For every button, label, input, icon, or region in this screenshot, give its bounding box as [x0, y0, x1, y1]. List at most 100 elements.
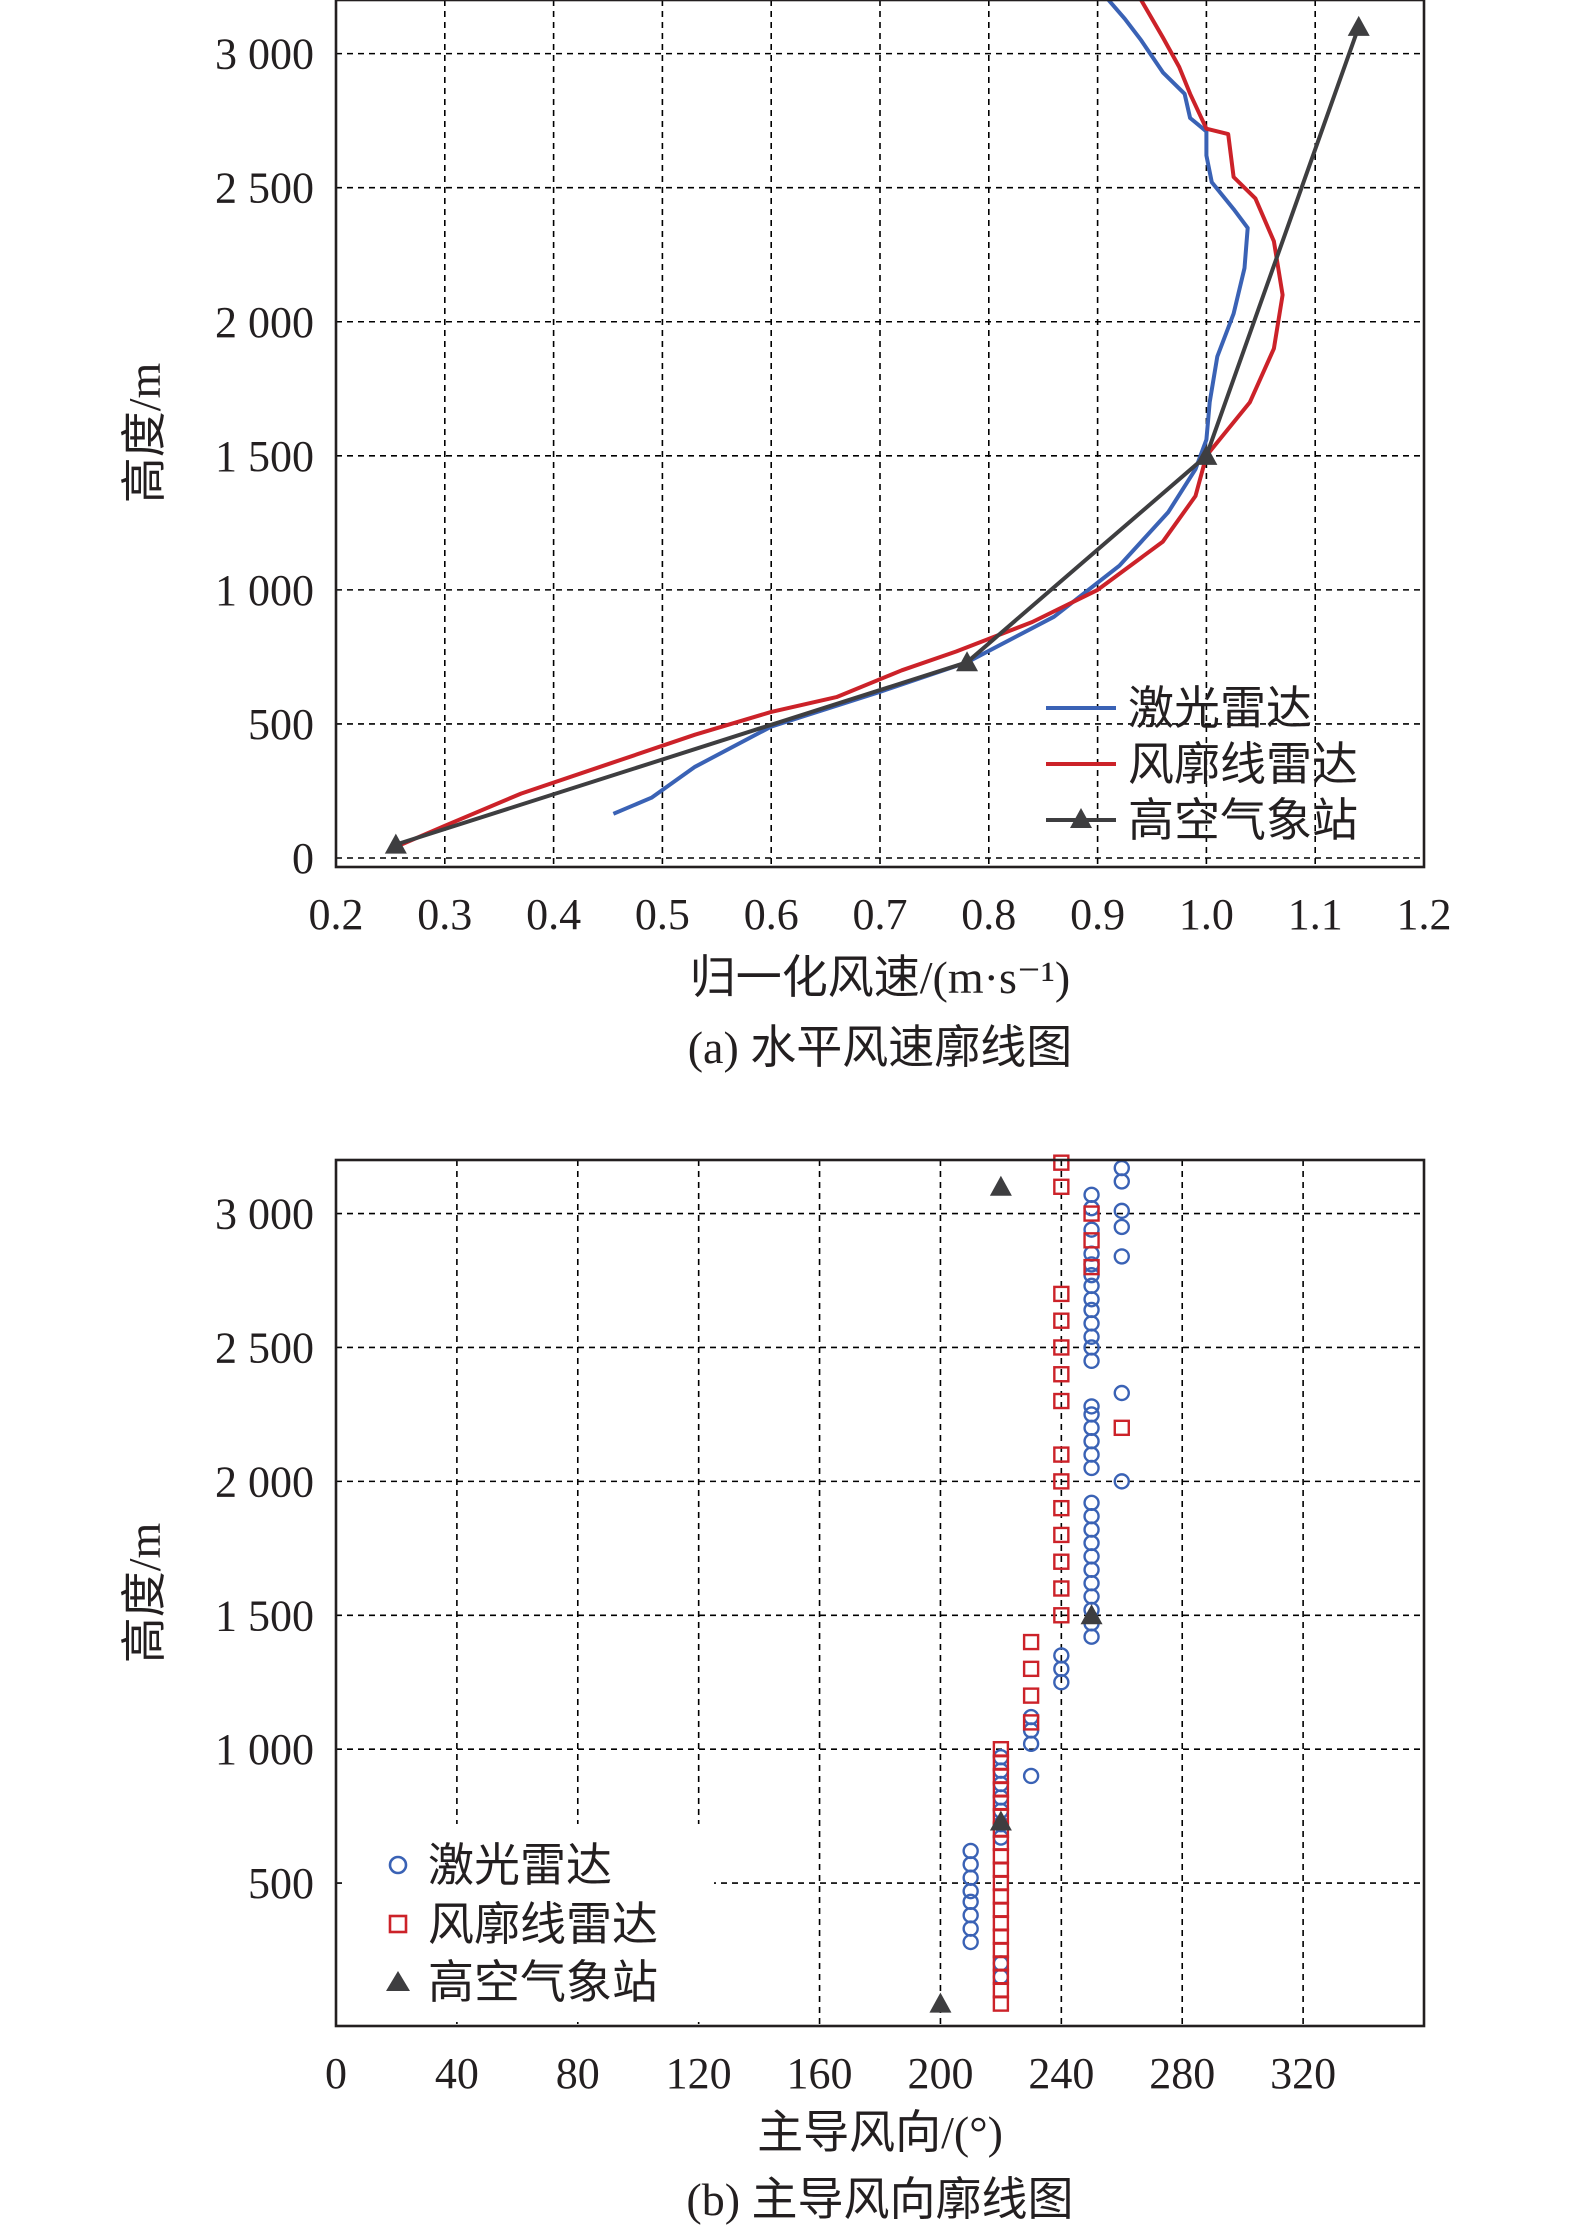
chart-a-y-axis-title: 高度/m [119, 363, 170, 504]
data-point-square [992, 1861, 1010, 1878]
data-point-circle [1113, 1159, 1130, 1177]
data-point-square [992, 1941, 1010, 1959]
data-point-circle [1113, 1384, 1130, 1402]
data-point-triangle [956, 651, 979, 672]
chart-b-x-axis-title: 主导风向/(°) [757, 2107, 1003, 2158]
x-tick-label: 240 [1028, 2049, 1094, 2098]
data-point-circle [1083, 1548, 1100, 1565]
legend-b-label-station: 高空气象站 [428, 1957, 658, 2008]
data-point-square [1022, 1660, 1040, 1678]
data-point-triangle [1195, 444, 1218, 465]
data-point-circle [1083, 1521, 1100, 1538]
data-point-circle [1113, 1218, 1130, 1236]
legend-b-square-marker [388, 1914, 408, 1934]
chart-b-caption: (b) 主导风向廓线图 [686, 2174, 1073, 2225]
data-point-square [1083, 1232, 1100, 1249]
data-point-triangle [1080, 1604, 1103, 1625]
x-tick-label: 0.2 [309, 890, 364, 939]
legend-a-label-station: 高空气象站 [1128, 795, 1358, 846]
x-tick-label: 40 [435, 2049, 479, 2098]
data-point-square [1053, 1553, 1070, 1570]
chart-a-plot-frame [334, 0, 1426, 869]
legend-a-label-lidar: 激光雷达 [1128, 683, 1312, 734]
data-point-square [1053, 1366, 1070, 1383]
chart-a-series-layer [384, 0, 1370, 854]
data-point-circle [1083, 1433, 1100, 1450]
x-tick-label: 320 [1270, 2049, 1336, 2098]
data-point-square [1113, 1419, 1130, 1437]
chart-b-y-ticks: 500 1 000 1 500 2 000 2 500 3 000 [215, 1190, 314, 1909]
series-line-1 [400, 0, 1285, 847]
data-point-circle [1083, 1446, 1100, 1463]
data-point-square [992, 1915, 1010, 1932]
x-tick-label: 0.8 [961, 890, 1016, 939]
chart-a-y-ticks: 0 500 1 000 1 500 2 000 2 500 3 000 [215, 30, 314, 883]
data-point-square [1053, 1499, 1070, 1517]
legend-b-triangle-marker [386, 1971, 410, 1991]
data-point-triangle [1347, 15, 1370, 36]
data-point-circle [1083, 1574, 1100, 1592]
data-point-square [1053, 1446, 1070, 1463]
y-tick-label: 1 500 [215, 1591, 314, 1640]
data-point-circle [1083, 1315, 1100, 1332]
y-tick-label: 2 500 [215, 164, 314, 213]
data-point-circle [1113, 1473, 1130, 1490]
data-point-square [1053, 1312, 1070, 1329]
data-point-circle [1083, 1494, 1100, 1512]
chart-b-plot-frame [334, 1158, 1426, 2028]
data-point-square [1053, 1339, 1070, 1356]
data-point-square [1053, 1580, 1070, 1597]
chart-a-caption: (a) 水平风速廓线图 [688, 1022, 1073, 1073]
data-point-circle [1022, 1708, 1040, 1726]
chart-b-y-axis-title: 高度/m [119, 1523, 170, 1664]
y-tick-label: 1 000 [215, 1725, 314, 1774]
data-point-circle [992, 1968, 1010, 1986]
chart-a-x-ticks: 0.2 0.3 0.4 0.5 0.6 0.7 0.8 0.9 1.0 1.1 1.2 [309, 890, 1452, 939]
legend-b-label-lidar: 激光雷达 [428, 1840, 612, 1891]
data-point-square [1053, 1526, 1070, 1544]
chart-b-series-layer [929, 1154, 1130, 2013]
x-tick-label: 1.2 [1397, 890, 1452, 939]
x-tick-label: 0.5 [635, 890, 690, 939]
x-tick-label: 120 [666, 2049, 732, 2098]
data-point-circle [1083, 1628, 1100, 1645]
data-point-square [992, 1888, 1010, 1905]
y-tick-label: 1 500 [215, 432, 314, 481]
y-tick-label: 2 500 [215, 1323, 314, 1372]
x-tick-label: 80 [556, 2049, 600, 2098]
x-tick-label: 1.1 [1288, 890, 1343, 939]
data-point-square [992, 1928, 1010, 1945]
data-point-circle [1113, 1248, 1130, 1265]
y-tick-label: 3 000 [215, 1190, 314, 1239]
data-point-triangle [929, 1992, 952, 2013]
data-point-circle [962, 1933, 979, 1951]
x-tick-label: 160 [787, 2049, 853, 2098]
data-point-circle [1083, 1561, 1100, 1578]
y-tick-label: 500 [248, 1859, 314, 1908]
x-tick-label: 0.4 [526, 890, 581, 939]
data-point-circle [1083, 1352, 1100, 1370]
data-point-square [1053, 1178, 1070, 1195]
data-point-circle [992, 1955, 1010, 1972]
y-tick-label: 500 [248, 700, 314, 749]
data-point-circle [1083, 1301, 1100, 1319]
data-point-triangle [989, 1175, 1012, 1196]
chart-a-grid [336, 0, 1424, 867]
data-point-square [1053, 1285, 1070, 1303]
y-tick-label: 1 000 [215, 566, 314, 615]
x-tick-label: 280 [1149, 2049, 1215, 2098]
data-point-square [992, 1995, 1010, 2012]
y-tick-label: 2 000 [215, 1457, 314, 1506]
data-point-circle [1083, 1398, 1100, 1415]
data-point-circle [962, 1907, 979, 1924]
x-tick-label: 0.7 [853, 890, 908, 939]
x-tick-label: 0 [325, 2049, 347, 2098]
data-point-triangle [989, 1810, 1012, 1831]
data-point-circle [1083, 1419, 1100, 1437]
data-point-square [1053, 1392, 1070, 1410]
data-point-circle [962, 1869, 979, 1886]
data-point-circle [1083, 1221, 1100, 1238]
chart-a-x-axis-title: 归一化风速/(m·s⁻¹) [690, 952, 1071, 1003]
data-point-circle [962, 1842, 979, 1860]
